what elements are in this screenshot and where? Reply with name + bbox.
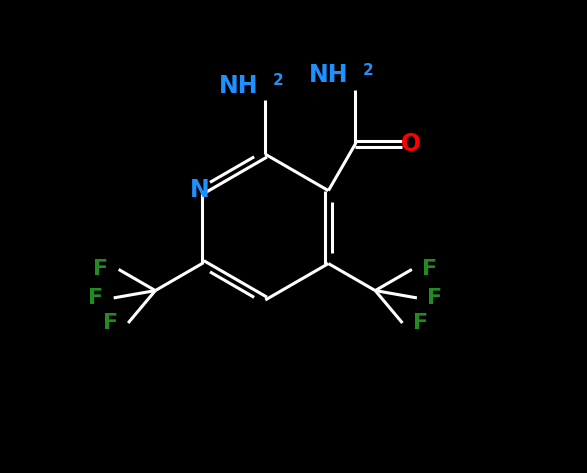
- Text: F: F: [413, 313, 428, 333]
- Text: F: F: [422, 259, 437, 280]
- Text: NH: NH: [219, 74, 258, 98]
- Text: F: F: [103, 313, 118, 333]
- Text: 2: 2: [273, 73, 284, 88]
- Text: F: F: [88, 288, 103, 308]
- Text: O: O: [401, 132, 421, 156]
- Text: 2: 2: [363, 63, 374, 78]
- Text: NH: NH: [309, 63, 349, 88]
- Text: F: F: [93, 259, 109, 280]
- Text: F: F: [427, 288, 443, 308]
- Text: N: N: [190, 178, 210, 202]
